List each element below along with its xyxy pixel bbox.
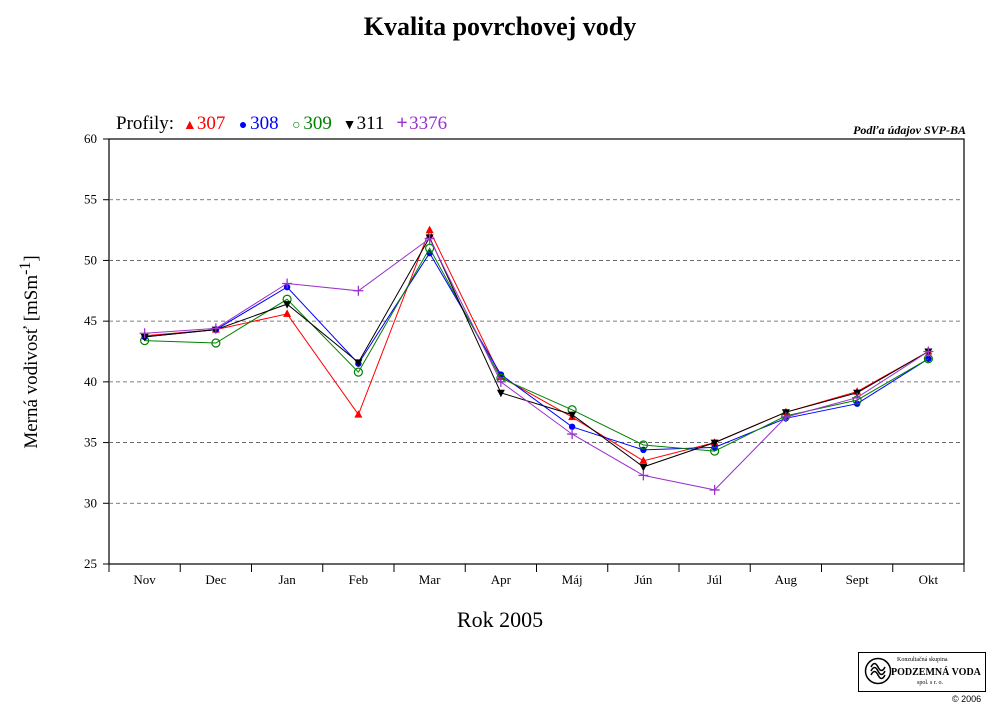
- legend-label-309: 309: [303, 113, 332, 134]
- legend-label-311: 311: [356, 113, 385, 134]
- legend-label-307: 307: [196, 113, 226, 134]
- data-source-note: Podľa údajov SVP-BA: [853, 123, 966, 137]
- x-tick-label: Sept: [846, 572, 870, 587]
- legend-item-309: ○ 309: [289, 113, 336, 134]
- x-tick-label: Nov: [133, 572, 156, 587]
- y-tick-label: 30: [84, 495, 97, 510]
- data-point-3376: [567, 429, 578, 440]
- data-point-311: [283, 301, 292, 309]
- plus-icon: +: [396, 112, 408, 134]
- data-point-311: [639, 463, 648, 472]
- open-circle-icon: ○: [292, 118, 301, 133]
- series-line-311: [144, 236, 929, 468]
- data-point-309: [353, 367, 363, 377]
- data-point-308: [568, 423, 576, 430]
- legend-label-3376: 3376: [409, 113, 448, 134]
- y-tick-label: 35: [84, 435, 97, 450]
- x-tick-label: Jún: [634, 572, 653, 587]
- data-point-307: [283, 309, 292, 317]
- data-point-311: [568, 411, 577, 420]
- legend-item-308: ● 308: [236, 113, 283, 134]
- y-tick-label: 55: [84, 192, 97, 207]
- data-point-3376: [353, 285, 364, 296]
- company-logo: Konzultačná skupina PODZEMNÁ VODA spol. …: [858, 652, 986, 692]
- y-tick-label: 45: [84, 313, 97, 328]
- logo-text-line2: PODZEMNÁ VODA: [891, 667, 981, 678]
- logo-icon: [864, 657, 892, 685]
- data-point-311: [710, 439, 719, 448]
- x-tick-label: Júl: [707, 572, 723, 587]
- data-point-3376: [638, 470, 649, 481]
- logo-text-line3: spol. s r. o.: [917, 680, 944, 686]
- chart-title: Kvalita povrchovej vody: [363, 12, 637, 41]
- x-tick-label: Apr: [491, 572, 512, 587]
- y-tick-label: 40: [84, 374, 97, 389]
- logo-text-line1: Konzultačná skupina: [897, 657, 948, 663]
- data-point-311: [496, 389, 505, 398]
- data-point-307: [354, 410, 363, 418]
- x-tick-label: Feb: [349, 572, 369, 587]
- y-tick-label: 60: [84, 131, 97, 146]
- data-point-311: [354, 359, 363, 367]
- x-tick-label: Dec: [205, 572, 226, 587]
- data-point-307: [639, 456, 648, 464]
- x-tick-label: Máj: [562, 572, 583, 587]
- data-point-3376: [495, 376, 506, 387]
- y-tick-label: 50: [84, 252, 97, 267]
- data-point-3376: [709, 484, 720, 495]
- y-tick-label: 25: [84, 556, 97, 571]
- data-point-3376: [780, 412, 791, 423]
- data-point-309: [425, 243, 435, 253]
- x-tick-label: Aug: [775, 572, 798, 587]
- data-point-3376: [139, 328, 150, 339]
- legend-item-307: ▲307: [183, 113, 230, 134]
- series-line-308: [144, 252, 929, 451]
- data-point-3376: [424, 233, 435, 244]
- triangle-up-icon: ▲: [182, 118, 197, 133]
- series-line-307: [144, 228, 929, 462]
- legend: Profily: ▲307 ● 308 ○ 309 ▼311 +3376: [116, 112, 453, 135]
- data-point-3376: [210, 323, 221, 334]
- legend-item-311: ▼311: [343, 113, 390, 134]
- series-line-3376: [144, 237, 929, 491]
- x-tick-label: Mar: [419, 572, 441, 587]
- plot-frame: [108, 138, 965, 565]
- legend-item-3376: +3376: [395, 112, 448, 134]
- triangle-down-icon: ▼: [342, 118, 357, 133]
- data-point-3376: [852, 392, 863, 403]
- data-point-3376: [282, 278, 293, 289]
- legend-prefix: Profily:: [116, 113, 175, 134]
- copyright-note: © 2006: [952, 694, 982, 704]
- series-line-309: [144, 247, 929, 452]
- x-tick-label: Jan: [278, 572, 296, 587]
- data-point-307: [425, 225, 434, 234]
- x-axis-label: Rok 2005: [456, 607, 544, 632]
- filled-circle-icon: ●: [238, 118, 248, 133]
- data-point-3376: [923, 346, 934, 357]
- data-point-309: [638, 440, 648, 450]
- x-tick-label: Okt: [919, 572, 939, 587]
- data-point-309: [211, 338, 221, 348]
- legend-label-308: 308: [250, 113, 279, 134]
